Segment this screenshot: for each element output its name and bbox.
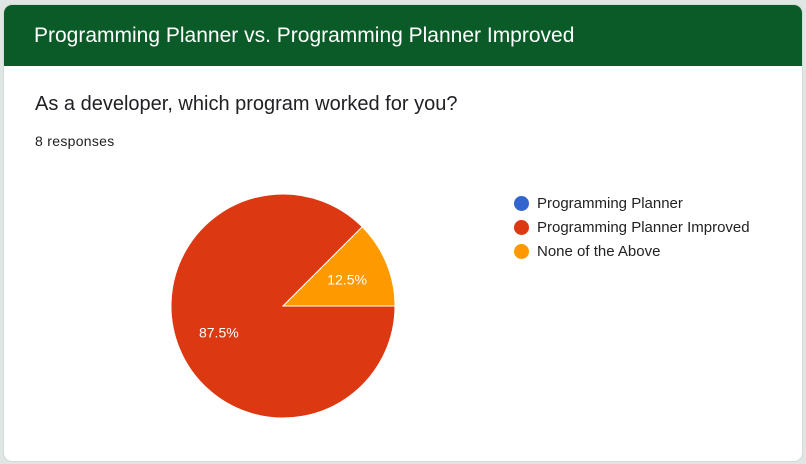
question-title: As a developer, which program worked for… [35,93,458,115]
card-header: Programming Planner vs. Programming Plan… [4,5,802,66]
legend-label: None of the Above [537,242,661,260]
legend-label: Programming Planner Improved [537,218,750,236]
card-title: Programming Planner vs. Programming Plan… [34,23,575,47]
legend-swatch-icon [514,195,529,211]
legend-swatch-icon [514,243,529,259]
response-summary-card: Programming Planner vs. Programming Plan… [4,5,802,461]
legend-swatch-icon [514,219,529,235]
pie-chart: 12.5% 87.5% [170,193,396,419]
pie-data-label: 12.5% [327,271,367,287]
legend-item[interactable]: Programming Planner Improved [514,215,750,239]
pie-slice-programming-planner-improved[interactable] [170,193,396,419]
legend-item[interactable]: None of the Above [514,239,750,263]
response-count: 8 responses [35,133,115,149]
pie-chart-area: 12.5% 87.5% [4,5,802,461]
chart-legend: Programming Planner Programming Planner I… [514,191,750,263]
legend-label: Programming Planner [537,194,683,212]
legend-item[interactable]: Programming Planner [514,191,750,215]
pie-data-label: 87.5% [199,325,239,341]
pie-slice-none-of-the-above[interactable] [281,226,396,307]
